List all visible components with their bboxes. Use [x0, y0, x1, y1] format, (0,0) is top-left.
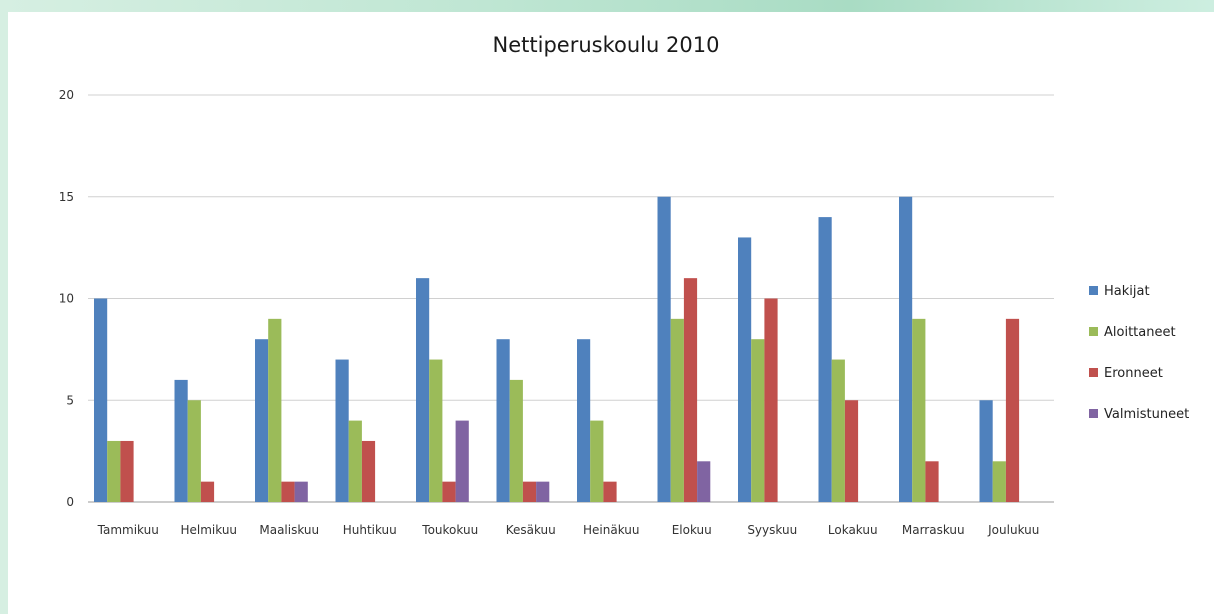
bar-hakijat-joulukuu	[979, 400, 993, 502]
y-tick-label: 20	[59, 88, 74, 102]
bars	[94, 196, 1020, 502]
x-tick-label: Toukokuu	[421, 523, 478, 537]
bar-aloittaneet-maaliskuu	[268, 318, 282, 502]
x-tick-label: Huhtikuu	[343, 523, 397, 537]
legend-swatch-valmistuneet	[1089, 409, 1098, 418]
bar-eronneet-joulukuu	[1005, 318, 1020, 502]
bar-valmistuneet-kesäkuu	[536, 481, 550, 502]
bar-aloittaneet-joulukuu	[992, 461, 1006, 502]
x-tick-label: Maaliskuu	[259, 523, 319, 537]
bar-eronneet-tammikuu	[120, 440, 134, 502]
bar-valmistuneet-toukokuu	[455, 420, 469, 502]
x-tick-label: Heinäkuu	[583, 523, 640, 537]
grid-lines	[88, 94, 1054, 503]
bar-eronneet-heinäkuu	[603, 481, 617, 502]
chart-panel	[8, 12, 1214, 614]
legend-swatch-eronneet	[1089, 368, 1098, 377]
bar-hakijat-toukokuu	[416, 278, 430, 502]
bar-eronneet-kesäkuu	[522, 481, 537, 502]
bar-aloittaneet-helmikuu	[187, 400, 201, 502]
y-tick-labels: 0 5 10 15 20	[59, 88, 74, 509]
legend-label-eronneet: Eronneet	[1104, 366, 1163, 381]
x-tick-label: Lokakuu	[828, 523, 878, 537]
bar-eronneet-marraskuu	[925, 461, 939, 502]
legend-label-valmistuneet: Valmistuneet	[1104, 407, 1189, 422]
bar-hakijat-lokakuu	[818, 217, 832, 502]
bar-hakijat-marraskuu	[899, 196, 913, 502]
bar-hakijat-huhtikuu	[335, 359, 349, 502]
bar-valmistuneet-maaliskuu	[294, 481, 308, 502]
bar-hakijat-heinäkuu	[577, 339, 591, 502]
bar-aloittaneet-elokuu	[670, 318, 684, 502]
y-tick-label: 15	[59, 190, 74, 204]
bar-aloittaneet-kesäkuu	[509, 379, 523, 502]
x-tick-label: Tammikuu	[97, 523, 159, 537]
bar-valmistuneet-elokuu	[697, 461, 711, 502]
legend-swatch-aloittaneet	[1089, 327, 1098, 336]
y-tick-label: 10	[59, 292, 74, 306]
x-tick-labels: Tammikuu Helmikuu Maaliskuu Huhtikuu Toukoku…	[97, 523, 1040, 537]
x-tick-label: Joulukuu	[987, 523, 1039, 537]
bar-hakijat-helmikuu	[174, 379, 188, 502]
x-tick-label: Kesäkuu	[506, 523, 556, 537]
y-tick-label: 5	[66, 393, 74, 407]
x-tick-label: Marraskuu	[902, 523, 965, 537]
x-tick-label: Elokuu	[672, 523, 712, 537]
x-tick-label: Helmikuu	[180, 523, 237, 537]
legend-label-hakijat: Hakijat	[1104, 284, 1150, 299]
bar-aloittaneet-huhtikuu	[348, 420, 362, 502]
bar-hakijat-elokuu	[657, 196, 671, 502]
bar-aloittaneet-tammikuu	[107, 440, 121, 502]
legend: Hakijat Aloittaneet Eronneet Valmistuneet	[1089, 284, 1189, 422]
x-tick-label: Syyskuu	[747, 523, 797, 537]
bar-aloittaneet-marraskuu	[912, 318, 926, 502]
y-tick-label: 0	[66, 495, 74, 509]
bar-eronneet-huhtikuu	[361, 440, 376, 502]
bar-hakijat-syyskuu	[738, 237, 752, 502]
bar-aloittaneet-syyskuu	[751, 339, 765, 502]
bar-hakijat-tammikuu	[94, 298, 108, 502]
bar-eronneet-helmikuu	[200, 481, 215, 502]
bar-eronneet-toukokuu	[442, 481, 456, 502]
bar-eronneet-elokuu	[683, 278, 698, 502]
chart-title: Nettiperuskoulu 2010	[493, 33, 720, 57]
legend-label-aloittaneet: Aloittaneet	[1104, 325, 1176, 340]
bar-aloittaneet-toukokuu	[429, 359, 443, 502]
bar-eronneet-syyskuu	[764, 298, 778, 502]
bar-eronneet-lokakuu	[844, 400, 859, 502]
bar-eronneet-maaliskuu	[281, 481, 295, 502]
bar-hakijat-kesäkuu	[496, 339, 510, 502]
bar-aloittaneet-lokakuu	[831, 359, 845, 502]
bar-aloittaneet-heinäkuu	[590, 420, 604, 502]
bar-hakijat-maaliskuu	[255, 339, 269, 502]
legend-swatch-hakijat	[1089, 286, 1098, 295]
